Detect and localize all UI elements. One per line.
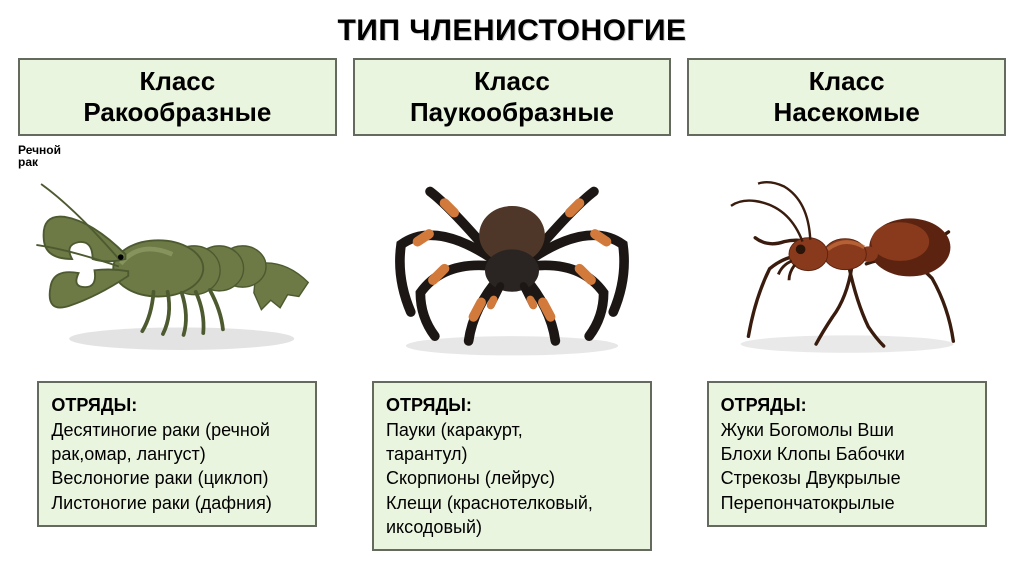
- orders-box-arachnida: ОТРЯДЫ: Пауки (каракурт, тарантул) Скорп…: [372, 381, 652, 551]
- class-line2: Насекомые: [774, 97, 920, 127]
- orders-line: Клещи (краснотелковый,: [386, 491, 638, 515]
- crayfish-caption: Речной рак: [18, 144, 61, 168]
- orders-header: ОТРЯДЫ:: [386, 393, 638, 417]
- orders-row: ОТРЯДЫ: Десятиногие раки (речной рак,ома…: [0, 381, 1024, 551]
- orders-line: Скорпионы (лейрус): [386, 466, 638, 490]
- orders-line: иксодовый): [386, 515, 638, 539]
- orders-header: ОТРЯДЫ:: [51, 393, 303, 417]
- tarantula-icon: [377, 149, 647, 369]
- ant-icon: [702, 149, 992, 369]
- col-arachnida: Класс Паукообразные: [353, 58, 672, 381]
- class-line1: Класс: [139, 66, 215, 96]
- class-box-insecta: Класс Насекомые: [687, 58, 1006, 136]
- orders-line: Листоногие раки (дафния): [51, 491, 303, 515]
- class-line2: Паукообразные: [410, 97, 614, 127]
- orders-box-crustacea: ОТРЯДЫ: Десятиногие раки (речной рак,ома…: [37, 381, 317, 526]
- orders-line: Перепончатокрылые: [721, 491, 973, 515]
- class-box-arachnida: Класс Паукообразные: [353, 58, 672, 136]
- orders-line: рак,омар, лангуст): [51, 442, 303, 466]
- class-line2: Ракообразные: [83, 97, 271, 127]
- orders-box-insecta: ОТРЯДЫ: Жуки Богомолы Вши Блохи Клопы Ба…: [707, 381, 987, 526]
- page-title: ТИП ЧЛЕНИСТОНОГИЕ: [0, 0, 1024, 58]
- orders-line: Веслоногие раки (циклоп): [51, 466, 303, 490]
- image-area-arachnida: [353, 136, 672, 381]
- orders-header: ОТРЯДЫ:: [721, 393, 973, 417]
- image-area-insecta: [687, 136, 1006, 381]
- orders-line: Стрекозы Двукрылые: [721, 466, 973, 490]
- class-line1: Класс: [809, 66, 885, 96]
- orders-line: Блохи Клопы Бабочки: [721, 442, 973, 466]
- class-row: Класс Ракообразные Речной рак: [0, 58, 1024, 381]
- class-line1: Класс: [474, 66, 550, 96]
- crayfish-icon: [27, 149, 327, 369]
- image-area-crustacea: Речной рак: [18, 136, 337, 381]
- class-box-crustacea: Класс Ракообразные: [18, 58, 337, 136]
- orders-line: Жуки Богомолы Вши: [721, 418, 973, 442]
- orders-line: тарантул): [386, 442, 638, 466]
- orders-line: Десятиногие раки (речной: [51, 418, 303, 442]
- col-insecta: Класс Насекомые: [687, 58, 1006, 381]
- orders-line: Пауки (каракурт,: [386, 418, 638, 442]
- col-crustacea: Класс Ракообразные Речной рак: [18, 58, 337, 381]
